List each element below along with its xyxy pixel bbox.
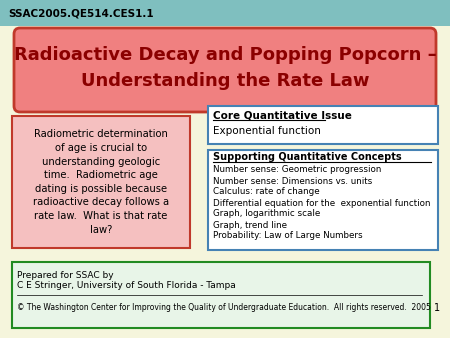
Text: Number sense: Dimensions vs. units: Number sense: Dimensions vs. units xyxy=(213,176,372,186)
FancyBboxPatch shape xyxy=(14,28,436,112)
FancyBboxPatch shape xyxy=(208,106,438,144)
Text: Differential equation for the  exponential function: Differential equation for the exponentia… xyxy=(213,198,431,208)
Text: Graph, logarithmic scale: Graph, logarithmic scale xyxy=(213,210,320,218)
Text: Supporting Quantitative Concepts: Supporting Quantitative Concepts xyxy=(213,152,401,162)
Text: Probability: Law of Large Numbers: Probability: Law of Large Numbers xyxy=(213,232,363,241)
Text: C E Stringer, University of South Florida - Tampa: C E Stringer, University of South Florid… xyxy=(17,282,236,290)
FancyBboxPatch shape xyxy=(12,116,190,248)
Text: Graph, trend line: Graph, trend line xyxy=(213,220,287,230)
Text: © The Washington Center for Improving the Quality of Undergraduate Education.  A: © The Washington Center for Improving th… xyxy=(17,304,431,313)
FancyBboxPatch shape xyxy=(0,0,450,26)
Text: Exponential function: Exponential function xyxy=(213,126,321,136)
Text: 1: 1 xyxy=(434,303,440,313)
Text: SSAC2005.QE514.CES1.1: SSAC2005.QE514.CES1.1 xyxy=(8,8,153,18)
Text: Radioactive Decay and Popping Popcorn –
Understanding the Rate Law: Radioactive Decay and Popping Popcorn – … xyxy=(14,47,436,90)
Text: Calculus: rate of change: Calculus: rate of change xyxy=(213,188,320,196)
Text: Number sense: Geometric progression: Number sense: Geometric progression xyxy=(213,166,382,174)
Text: Prepared for SSAC by: Prepared for SSAC by xyxy=(17,270,113,280)
Text: Core Quantitative Issue: Core Quantitative Issue xyxy=(213,110,352,120)
FancyBboxPatch shape xyxy=(208,150,438,250)
FancyBboxPatch shape xyxy=(12,262,430,328)
Text: Radiometric determination
of age is crucial to
understanding geologic
time.  Rad: Radiometric determination of age is cruc… xyxy=(33,129,169,235)
